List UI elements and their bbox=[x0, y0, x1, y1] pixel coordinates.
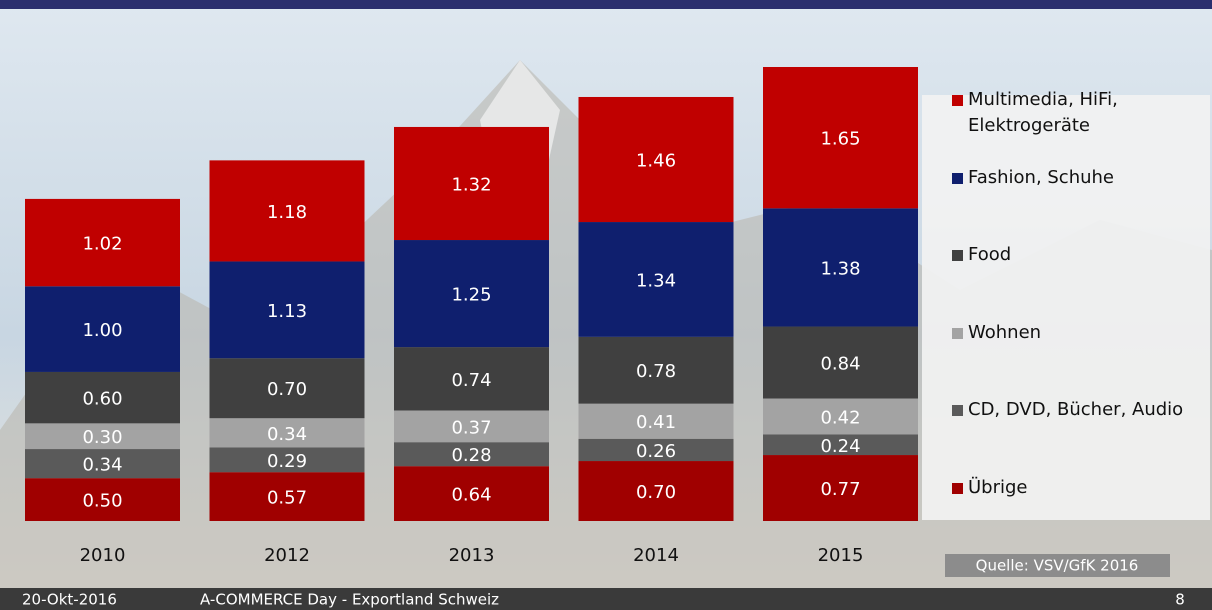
value-label: 0.60 bbox=[82, 389, 122, 410]
legend-swatch bbox=[952, 250, 963, 261]
bar-segment bbox=[578, 461, 734, 521]
bar-segment bbox=[209, 447, 365, 473]
bar-segment bbox=[25, 449, 180, 479]
value-label: 1.18 bbox=[267, 202, 307, 223]
legend-label: Übrige bbox=[968, 476, 1028, 498]
value-label: 1.46 bbox=[636, 151, 676, 172]
legend-swatch bbox=[952, 327, 963, 339]
x-tick-label: 2010 bbox=[80, 545, 126, 566]
footer-bar bbox=[0, 588, 1212, 610]
legend-label: Fashion, Schuhe bbox=[968, 166, 1115, 188]
bar-segment bbox=[578, 438, 734, 462]
bar-segment bbox=[763, 434, 918, 456]
value-label: 0.37 bbox=[451, 417, 491, 438]
bar-segment bbox=[25, 198, 180, 287]
bar-segment bbox=[25, 423, 180, 450]
value-label: 0.78 bbox=[636, 361, 676, 382]
value-label: 1.38 bbox=[820, 258, 860, 279]
bar-segment bbox=[394, 347, 549, 411]
legend-item: Multimedia, HiFi, Elektrogeräte bbox=[952, 87, 1142, 139]
legend-swatch bbox=[952, 482, 963, 494]
value-label: 1.34 bbox=[636, 270, 676, 291]
x-tick-label: 2013 bbox=[449, 545, 495, 566]
source: Quelle: VSV/GfK 2016 bbox=[976, 557, 1139, 575]
legend-swatch bbox=[952, 172, 963, 184]
legend-label: Food bbox=[968, 244, 1012, 265]
value-label: 0.70 bbox=[636, 482, 676, 503]
bar-segment bbox=[763, 67, 918, 209]
legend-item: Fashion, Schuhe bbox=[952, 165, 1207, 191]
value-label: 0.74 bbox=[451, 370, 491, 391]
value-label: 1.32 bbox=[451, 174, 491, 195]
bar-segment bbox=[394, 442, 549, 467]
value-label: 0.34 bbox=[82, 455, 122, 476]
legend-item: CD, DVD, Bücher, Audio bbox=[952, 397, 1207, 423]
bar-segment bbox=[209, 472, 365, 521]
bar-segment bbox=[209, 358, 365, 419]
bar-segment bbox=[394, 126, 549, 241]
value-label: 0.26 bbox=[636, 441, 676, 462]
bar-segment bbox=[25, 478, 180, 521]
x-tick-label: 2014 bbox=[633, 545, 679, 566]
legend-item: Übrige bbox=[952, 475, 1207, 501]
value-label: 1.02 bbox=[82, 234, 122, 255]
bar-segment bbox=[578, 403, 734, 439]
value-label: 0.70 bbox=[267, 379, 307, 400]
value-label: 1.00 bbox=[82, 320, 122, 341]
bar-segment bbox=[763, 455, 918, 521]
bar-segment bbox=[394, 466, 549, 521]
bar-segment bbox=[763, 208, 918, 327]
value-label: 0.29 bbox=[267, 451, 307, 472]
x-tick-label: 2012 bbox=[264, 545, 310, 566]
bar-segment bbox=[209, 261, 365, 359]
bar-segment bbox=[394, 240, 549, 348]
bar-segment bbox=[578, 222, 734, 337]
footer-date: 20-Okt-2016 bbox=[22, 591, 117, 609]
legend-swatch bbox=[952, 405, 963, 416]
bar-segment bbox=[209, 160, 365, 262]
value-label: 0.41 bbox=[636, 412, 676, 433]
value-label: 0.30 bbox=[82, 427, 122, 448]
value-label: 0.42 bbox=[820, 407, 860, 428]
value-label: 0.34 bbox=[267, 424, 307, 445]
footer-event: A-COMMERCE Day - Exportland Schweiz bbox=[200, 591, 499, 609]
legend-label: CD, DVD, Bücher, Audio bbox=[968, 399, 1184, 420]
top-bar bbox=[0, 0, 1212, 9]
legend-label: Wohnen bbox=[968, 321, 1042, 343]
legend-swatch bbox=[952, 95, 963, 106]
value-label: 0.50 bbox=[82, 491, 122, 512]
value-label: 0.24 bbox=[820, 436, 860, 457]
bar-segment bbox=[578, 96, 734, 223]
x-tick-label: 2015 bbox=[818, 545, 864, 566]
bar-segment bbox=[209, 418, 365, 448]
value-label: 1.13 bbox=[267, 301, 307, 322]
bar-segment bbox=[25, 286, 180, 372]
bar-segment bbox=[578, 336, 734, 404]
value-label: 0.57 bbox=[267, 488, 307, 509]
value-label: 0.84 bbox=[820, 354, 860, 375]
bar-segment bbox=[25, 371, 180, 424]
value-label: 0.28 bbox=[451, 445, 491, 466]
source-box bbox=[945, 554, 1170, 577]
value-label: 1.65 bbox=[820, 129, 860, 150]
bar-segment bbox=[763, 398, 918, 435]
legend-label: Multimedia, HiFi, Elektrogeräte bbox=[968, 89, 1118, 136]
value-label: 0.64 bbox=[451, 485, 491, 506]
bar-segment bbox=[763, 326, 918, 399]
value-label: 0.77 bbox=[820, 479, 860, 500]
legend-item: Food bbox=[952, 242, 1207, 268]
footer-page: 8 bbox=[1175, 591, 1185, 609]
legend-box bbox=[922, 95, 1210, 520]
legend-item: Wohnen bbox=[952, 320, 1207, 346]
value-label: 1.25 bbox=[451, 285, 491, 306]
bar-segment bbox=[394, 410, 549, 443]
